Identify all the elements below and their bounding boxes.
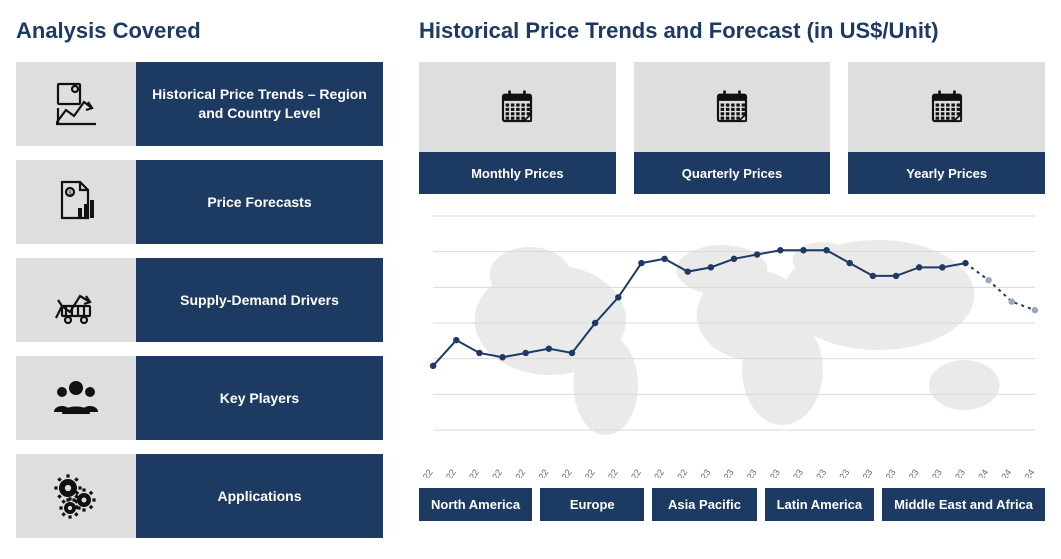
price-card-1[interactable]: Quarterly Prices [634,62,831,194]
svg-text:Jan 24: Jan 24 [966,467,990,478]
doc-bars-icon: $ [16,160,136,244]
svg-text:Feb 23: Feb 23 [711,467,735,478]
svg-text:Feb 22: Feb 22 [433,467,457,478]
svg-text:Jul 23: Jul 23 [829,467,851,478]
users-icon [16,356,136,440]
region-tab-middle-east-and-africa[interactable]: Middle East and Africa [882,488,1045,521]
calendar-icon [419,62,616,152]
svg-text:Jul 22: Jul 22 [552,467,574,478]
gears-icon [16,454,136,538]
chart-box-icon [16,62,136,146]
analysis-title: Analysis Covered [16,18,383,44]
calendar-icon [848,62,1045,152]
svg-text:Nov 23: Nov 23 [919,467,944,478]
price-trends-title: Historical Price Trends and Forecast (in… [419,18,1045,44]
analysis-covered-panel: Analysis Covered Historical Price Trends… [16,18,383,543]
svg-text:Jun 22: Jun 22 [527,467,551,478]
analysis-item-label: Supply-Demand Drivers [136,258,383,342]
price-card-label: Yearly Prices [848,152,1045,194]
svg-text:Jun 23: Jun 23 [804,467,828,478]
svg-text:Oct 23: Oct 23 [897,467,921,478]
region-tabs: North AmericaEuropeAsia Pacific Latin Ame… [419,488,1045,521]
svg-text:Aug 22: Aug 22 [572,467,597,478]
price-chart: Jan 22Feb 22Mar 22Apr 22May 22Jun 22Jul … [419,210,1045,478]
svg-text:Oct 22: Oct 22 [620,467,644,478]
region-tab-asia-pacific[interactable]: Asia Pacific [652,488,756,521]
price-card-label: Quarterly Prices [634,152,831,194]
calendar-icon [634,62,831,152]
price-trends-panel: Historical Price Trends and Forecast (in… [419,18,1045,543]
region-tab-europe[interactable]: Europe [540,488,644,521]
svg-text:Sep 23: Sep 23 [873,467,898,478]
analysis-list: Historical Price Trends – Region and Cou… [16,62,383,538]
analysis-item-label: Historical Price Trends – Region and Cou… [136,62,383,146]
analysis-item-1[interactable]: $ Price Forecasts [16,160,383,244]
svg-text:May 22: May 22 [502,467,527,478]
price-cards-row: Monthly Prices Quarterly Prices Yearly P… [419,62,1045,194]
svg-text:Jan 22: Jan 22 [419,467,435,478]
analysis-item-label: Key Players [136,356,383,440]
price-card-0[interactable]: Monthly Prices [419,62,616,194]
svg-text:Dec 23: Dec 23 [942,467,967,478]
region-tab-north-america[interactable]: North America [419,488,532,521]
svg-text:Dec 22: Dec 22 [665,467,690,478]
analysis-item-4[interactable]: Applications [16,454,383,538]
svg-text:May 23: May 23 [780,467,805,478]
svg-text:Sep 22: Sep 22 [595,467,620,478]
svg-text:Nov 22: Nov 22 [642,467,667,478]
region-tab-latin-america[interactable]: Latin America [765,488,875,521]
price-card-label: Monthly Prices [419,152,616,194]
analysis-item-label: Applications [136,454,383,538]
analysis-item-3[interactable]: Key Players [16,356,383,440]
analysis-item-0[interactable]: Historical Price Trends – Region and Cou… [16,62,383,146]
cart-trend-icon [16,258,136,342]
svg-text:Apr 22: Apr 22 [481,467,505,478]
svg-text:Feb 24: Feb 24 [989,467,1013,478]
analysis-item-label: Price Forecasts [136,160,383,244]
svg-text:Apr 23: Apr 23 [758,467,782,478]
svg-text:Jan 23: Jan 23 [689,467,713,478]
svg-text:Mar 23: Mar 23 [734,467,758,478]
analysis-item-2[interactable]: Supply-Demand Drivers [16,258,383,342]
svg-text:Mar 22: Mar 22 [457,467,481,478]
svg-text:Mar 24: Mar 24 [1012,467,1036,478]
price-card-2[interactable]: Yearly Prices [848,62,1045,194]
svg-text:Aug 23: Aug 23 [850,467,875,478]
